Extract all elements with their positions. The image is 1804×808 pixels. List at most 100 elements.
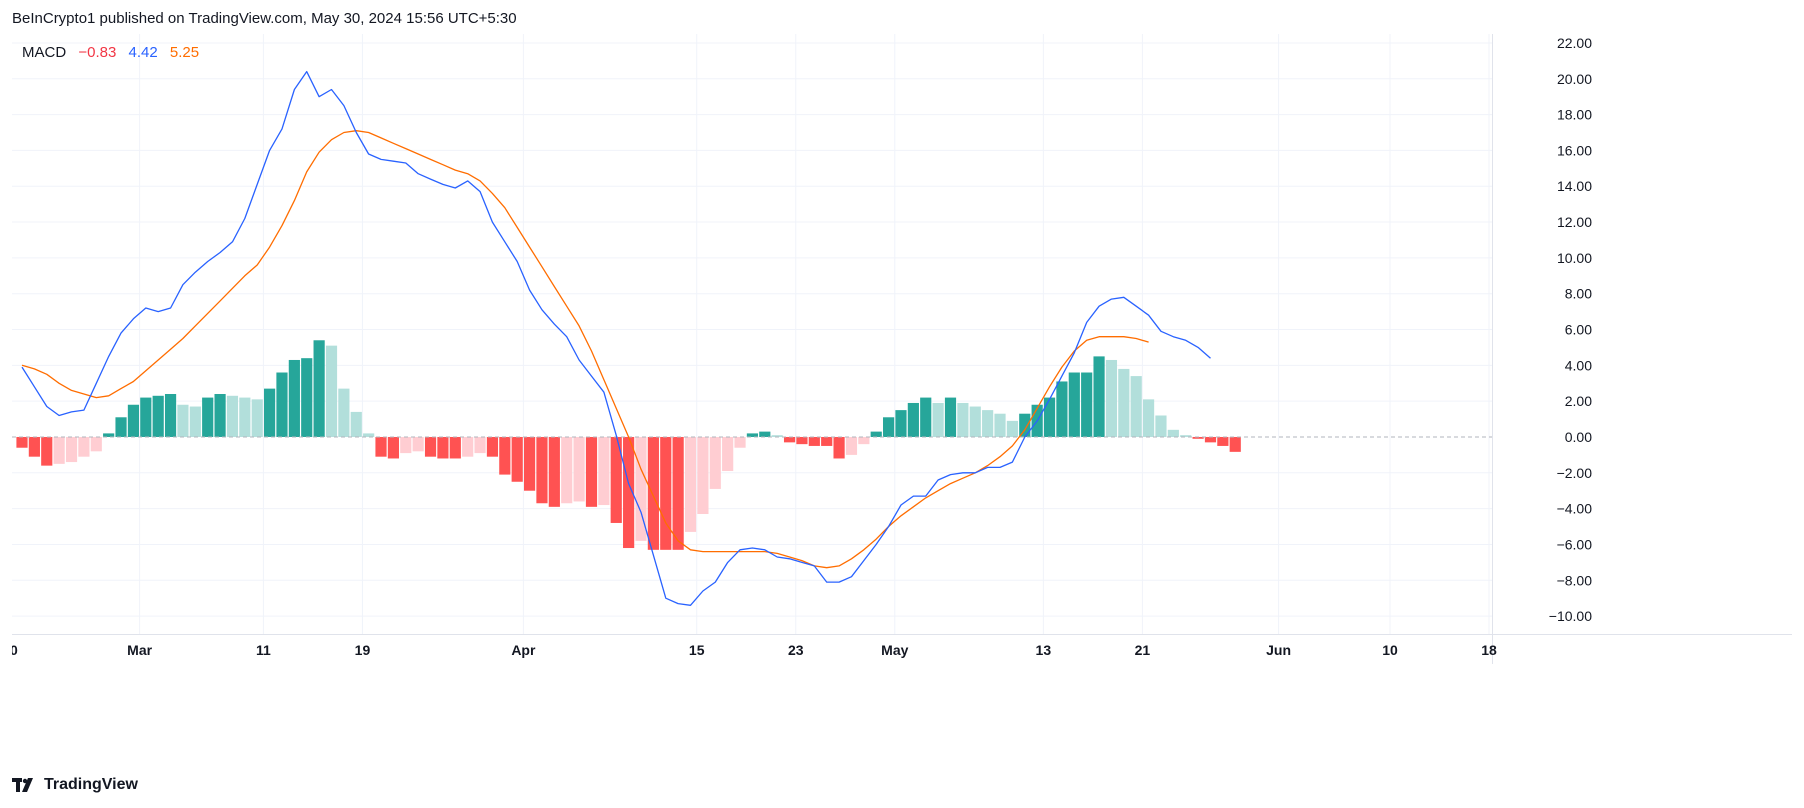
histogram-bar[interactable] [202, 397, 214, 437]
histogram-bar[interactable] [808, 436, 820, 446]
histogram-bar[interactable] [65, 436, 78, 463]
tradingview-logo[interactable]: TradingView [12, 776, 138, 794]
histogram-bar[interactable] [301, 358, 313, 437]
histogram-bar[interactable] [16, 436, 28, 448]
histogram-bar[interactable] [845, 436, 858, 455]
histogram-bar[interactable] [783, 436, 796, 443]
histogram-bar[interactable] [573, 436, 585, 502]
histogram-bar[interactable] [858, 436, 870, 445]
histogram-bar[interactable] [1006, 420, 1018, 437]
histogram-bar[interactable] [697, 436, 709, 514]
macd-chart[interactable]: 22.00 20.00 18.00 16.00 14.00 12.00 10.00 8.00 6… [12, 34, 1792, 764]
histogram-bar[interactable] [226, 395, 239, 437]
histogram-bar[interactable] [251, 399, 263, 437]
histogram-bar[interactable] [660, 436, 672, 550]
histogram-bar[interactable] [115, 417, 127, 437]
histogram-bar[interactable] [400, 436, 412, 454]
histogram-bar[interactable] [1056, 381, 1068, 437]
histogram-bar[interactable] [90, 436, 102, 452]
histogram-bar[interactable] [1093, 356, 1105, 437]
histogram-bar[interactable] [883, 417, 895, 437]
histogram-bar[interactable] [833, 436, 845, 459]
histogram-bar[interactable] [523, 436, 536, 491]
histogram-bar[interactable] [635, 436, 647, 541]
histogram-bar[interactable] [412, 436, 424, 452]
histogram-bar[interactable] [1068, 372, 1080, 437]
histogram-bar[interactable] [313, 340, 325, 437]
histogram-bar[interactable] [375, 436, 387, 457]
histogram-bar[interactable] [585, 436, 598, 507]
histogram-bar[interactable] [177, 404, 189, 437]
histogram-bar[interactable] [437, 436, 449, 459]
histogram-bar[interactable] [994, 413, 1006, 437]
histogram-bar[interactable] [771, 435, 783, 437]
histogram-bar[interactable] [969, 406, 981, 437]
indicator-legend[interactable]: MACD −0.83 4.42 5.25 [22, 44, 207, 61]
histogram-bar[interactable] [127, 404, 140, 437]
histogram-bar[interactable] [350, 411, 362, 437]
histogram-bar[interactable] [821, 436, 833, 446]
macd-line[interactable] [21, 70, 1211, 606]
histogram-bar[interactable] [1105, 359, 1118, 437]
histogram-bar[interactable] [28, 436, 40, 457]
histogram-bar[interactable] [1142, 399, 1155, 437]
histogram-bar[interactable] [449, 436, 461, 459]
histogram-bar[interactable] [474, 436, 486, 454]
histogram-bar[interactable] [387, 436, 399, 459]
histogram-bar[interactable] [511, 436, 523, 482]
histogram-bar[interactable] [536, 436, 548, 504]
histogram-bar[interactable] [672, 436, 684, 550]
histogram-bar[interactable] [140, 397, 152, 437]
histogram-bar[interactable] [1118, 368, 1130, 437]
histogram-bar[interactable] [870, 431, 882, 437]
histogram-bar[interactable] [152, 395, 164, 437]
histogram-bar[interactable] [920, 397, 932, 437]
histogram-bar[interactable] [561, 436, 573, 504]
histogram-bar[interactable] [164, 394, 177, 437]
histogram-bar[interactable] [1130, 376, 1142, 437]
histogram-bar[interactable] [598, 436, 610, 506]
histogram-bar[interactable] [1081, 372, 1093, 437]
histogram-bar[interactable] [548, 436, 560, 507]
histogram-bar[interactable] [499, 436, 511, 475]
histogram-bar[interactable] [424, 436, 437, 457]
histogram-bar[interactable] [41, 436, 53, 466]
histogram-bar[interactable] [1019, 413, 1031, 437]
histogram-bar[interactable] [1180, 435, 1192, 437]
histogram-bar[interactable] [276, 372, 288, 437]
histogram-bar[interactable] [746, 433, 759, 437]
chart-canvas[interactable]: 22.00 20.00 18.00 16.00 14.00 12.00 10.00 8.00 6… [12, 34, 1792, 764]
histogram-bar[interactable] [709, 436, 721, 489]
histogram-bar[interactable] [1043, 397, 1056, 437]
histogram-bar[interactable] [264, 388, 276, 437]
histogram-bar[interactable] [325, 345, 338, 437]
histogram-bar[interactable] [363, 433, 375, 437]
histogram-bar[interactable] [957, 402, 969, 437]
histogram-bar[interactable] [1204, 436, 1217, 443]
histogram-bar[interactable] [907, 402, 919, 437]
histogram-bar[interactable] [895, 410, 907, 437]
histogram-bar[interactable] [338, 388, 350, 437]
histogram-bar[interactable] [1192, 436, 1204, 439]
histogram-bar[interactable] [486, 436, 499, 457]
histogram-bar[interactable] [684, 436, 697, 532]
histogram-bar[interactable] [759, 431, 771, 437]
histogram-bar[interactable] [610, 436, 622, 523]
histogram-bar[interactable] [1217, 436, 1229, 446]
histogram-bar[interactable] [722, 436, 734, 472]
histogram-bar[interactable] [623, 436, 635, 549]
histogram-bar[interactable] [239, 397, 251, 437]
histogram-bar[interactable] [53, 436, 65, 464]
histogram-bar[interactable] [647, 436, 659, 550]
histogram-bar[interactable] [78, 436, 90, 457]
histogram-bar[interactable] [1229, 436, 1241, 452]
histogram-bar[interactable] [944, 397, 957, 437]
histogram-bar[interactable] [288, 359, 300, 437]
histogram-bar[interactable] [1167, 429, 1179, 437]
histogram-bar[interactable] [1155, 415, 1167, 437]
signal-line[interactable] [21, 130, 1149, 569]
histogram-bar[interactable] [796, 436, 808, 445]
histogram-bar[interactable] [982, 410, 994, 437]
histogram-bar[interactable] [214, 394, 226, 437]
histogram-bar[interactable] [932, 402, 944, 437]
